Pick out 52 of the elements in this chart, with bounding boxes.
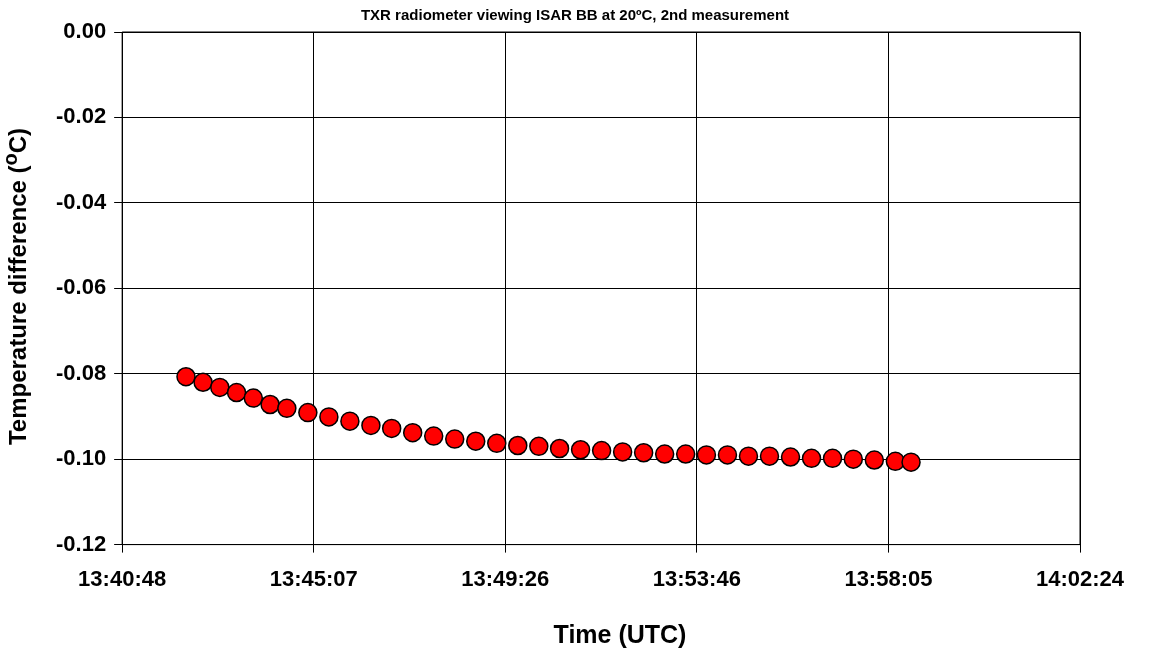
- point: [402, 422, 423, 443]
- point: [675, 444, 696, 464]
- point: [298, 402, 318, 423]
- point: [277, 398, 297, 419]
- point: [759, 446, 780, 466]
- y-tick-label: -0.12: [55, 530, 107, 556]
- point: [466, 431, 486, 451]
- y-tick-label: -0.06: [55, 274, 107, 300]
- x-tick-label: 13:45:07: [269, 565, 358, 591]
- point: [193, 372, 213, 393]
- y-tick-label: -0.08: [55, 359, 107, 385]
- point: [226, 382, 247, 403]
- point: [260, 394, 280, 415]
- point: [738, 446, 759, 466]
- point: [901, 452, 921, 472]
- y-tick-label: -0.10: [55, 445, 107, 471]
- point: [423, 426, 444, 446]
- point: [591, 440, 612, 461]
- y-tick-label: 0.00: [63, 18, 107, 44]
- point: [210, 377, 230, 398]
- point: [176, 366, 196, 387]
- point: [822, 448, 843, 469]
- chart-title: TXR radiometer viewing ISAR BB at 20ºC, 2nd measurement: [360, 6, 790, 23]
- point: [319, 407, 339, 427]
- y-tick-label: -0.04: [55, 188, 107, 214]
- x-tick-label: 14:02:24: [1035, 565, 1125, 591]
- point: [340, 411, 360, 431]
- x-tick-label: 13:40:48: [78, 565, 167, 591]
- point: [696, 445, 717, 465]
- point: [633, 443, 654, 463]
- point: [487, 433, 507, 454]
- point: [529, 436, 549, 457]
- point: [570, 440, 591, 460]
- point: [843, 449, 864, 469]
- x-tick-label: 13:49:26: [461, 565, 550, 591]
- point: [885, 451, 906, 472]
- x-tick-label: 13:53:46: [652, 565, 741, 591]
- point: [612, 442, 633, 462]
- point: [549, 438, 570, 459]
- point: [654, 444, 675, 464]
- point: [444, 429, 465, 449]
- x-axis-title: Time (UTC): [552, 620, 688, 649]
- point: [508, 435, 528, 456]
- point: [864, 450, 885, 470]
- point: [361, 415, 381, 436]
- point: [780, 447, 801, 467]
- point: [381, 418, 402, 439]
- y-tick-label: -0.02: [55, 103, 107, 129]
- point: [717, 445, 738, 465]
- point: [801, 448, 822, 469]
- x-tick-label: 13:58:05: [844, 565, 933, 591]
- point: [243, 388, 264, 408]
